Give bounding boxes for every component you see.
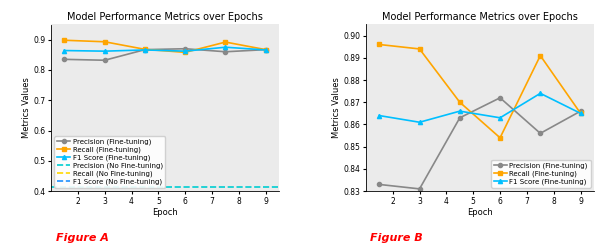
- X-axis label: Epoch: Epoch: [152, 208, 178, 217]
- Precision (Fine-tuning): [182, 47, 189, 50]
- F1 Score (Fine-tuning): [262, 49, 269, 51]
- Precision (Fine-tuning): [222, 50, 229, 53]
- Precision (Fine-tuning): [376, 183, 383, 186]
- F1 Score (Fine-tuning): [61, 49, 68, 52]
- Y-axis label: Metrics Values: Metrics Values: [332, 77, 341, 138]
- Recall (Fine-tuning): [142, 48, 149, 51]
- F1 Score (Fine-tuning): [537, 92, 544, 95]
- Y-axis label: Metrics Values: Metrics Values: [22, 77, 31, 138]
- Title: Model Performance Metrics over Epochs: Model Performance Metrics over Epochs: [67, 12, 263, 22]
- Recall (Fine-tuning): [101, 40, 108, 43]
- F1 Score (Fine-tuning): [182, 50, 189, 53]
- F1 Score (Fine-tuning): [376, 114, 383, 117]
- Text: Figure B: Figure B: [370, 233, 423, 243]
- Title: Model Performance Metrics over Epochs: Model Performance Metrics over Epochs: [382, 12, 578, 22]
- Line: Recall (Fine-tuning): Recall (Fine-tuning): [62, 38, 268, 54]
- F1 Score (Fine-tuning): [456, 110, 463, 113]
- Recall (Fine-tuning): [182, 51, 189, 54]
- Recall (Fine-tuning): [262, 48, 269, 51]
- Recall (Fine-tuning): [496, 136, 503, 139]
- Line: Precision (Fine-tuning): Precision (Fine-tuning): [62, 47, 268, 62]
- Recall (Fine-tuning): [537, 54, 544, 57]
- Legend: Precision (Fine-tuning), Recall (Fine-tuning), F1 Score (Fine-tuning), Precision: Precision (Fine-tuning), Recall (Fine-tu…: [55, 136, 166, 188]
- Line: F1 Score (Fine-tuning): F1 Score (Fine-tuning): [62, 45, 268, 53]
- Recall (Fine-tuning): [222, 41, 229, 44]
- Precision (Fine-tuning): [142, 48, 149, 51]
- Precision (Fine-tuning): [61, 58, 68, 61]
- Precision (Fine-tuning): [262, 48, 269, 51]
- F1 Score (Fine-tuning): [416, 121, 423, 124]
- Precision (Fine-tuning): [537, 132, 544, 135]
- Text: Figure A: Figure A: [56, 233, 109, 243]
- Precision (Fine-tuning): [496, 96, 503, 99]
- F1 Score (Fine-tuning): [101, 50, 108, 53]
- F1 Score (Fine-tuning): [222, 46, 229, 49]
- Precision (Fine-tuning): [456, 116, 463, 119]
- F1 Score (Fine-tuning): [496, 116, 503, 119]
- Precision (Fine-tuning): [416, 187, 423, 190]
- Recall (Fine-tuning): [376, 43, 383, 46]
- Precision (Fine-tuning): [577, 110, 584, 113]
- Recall (Fine-tuning): [416, 48, 423, 50]
- Recall (Fine-tuning): [577, 112, 584, 115]
- Line: Recall (Fine-tuning): Recall (Fine-tuning): [377, 42, 583, 140]
- F1 Score (Fine-tuning): [142, 49, 149, 51]
- Line: Precision (Fine-tuning): Precision (Fine-tuning): [377, 96, 583, 191]
- Legend: Precision (Fine-tuning), Recall (Fine-tuning), F1 Score (Fine-tuning): Precision (Fine-tuning), Recall (Fine-tu…: [491, 160, 590, 188]
- Recall (Fine-tuning): [456, 101, 463, 104]
- Line: F1 Score (Fine-tuning): F1 Score (Fine-tuning): [377, 91, 583, 124]
- Precision (Fine-tuning): [101, 59, 108, 62]
- F1 Score (Fine-tuning): [577, 112, 584, 115]
- Recall (Fine-tuning): [61, 39, 68, 42]
- X-axis label: Epoch: Epoch: [467, 208, 493, 217]
